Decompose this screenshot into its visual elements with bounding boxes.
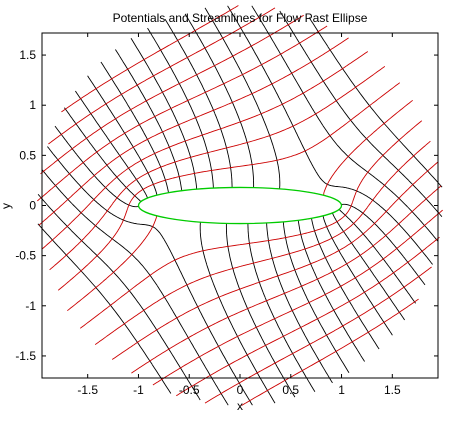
x-tick-label: 1.5 (384, 383, 401, 397)
potential-line (75, 90, 316, 392)
y-tick-label: -1.5 (15, 349, 36, 363)
potential-line (87, 75, 333, 384)
potential-line (227, 5, 433, 265)
x-tick-label: 1 (338, 383, 345, 397)
streamline (48, 7, 276, 145)
potential-line (41, 169, 229, 406)
y-tick-label: 1.5 (19, 48, 36, 62)
potential-line (37, 194, 201, 401)
streamline (61, 5, 239, 113)
potential-line (251, 5, 439, 242)
potential-line (147, 27, 393, 336)
potential-line (47, 146, 253, 406)
streamline (152, 209, 443, 386)
streamline (204, 266, 432, 404)
x-axis-label: x (237, 399, 243, 413)
potential-line (308, 17, 443, 188)
x-tick-label: -0.5 (179, 383, 200, 397)
streamline (40, 14, 304, 175)
streamline (57, 82, 401, 291)
potential-line (279, 10, 443, 217)
y-tick-label: -0.5 (15, 249, 36, 263)
potential-line (164, 19, 405, 321)
chart-title: Potentials and Streamlines for Flow Past… (113, 11, 368, 25)
x-tick-label: -1.5 (77, 383, 98, 397)
y-tick-label: 0 (29, 199, 36, 213)
contour-lines (37, 5, 443, 406)
streamline (49, 66, 386, 271)
streamline (37, 25, 328, 202)
x-axis-ticks: -1.5 -1 -0.5 0 0.5 1 1.5 (77, 33, 401, 397)
y-axis-label: y (0, 203, 13, 209)
streamline (241, 298, 419, 406)
y-tick-label: 1 (29, 98, 36, 112)
x-tick-label: -1 (133, 383, 144, 397)
potential-line (115, 49, 365, 362)
streamline (94, 140, 431, 345)
streamline (176, 236, 440, 397)
y-axis-ticks: -1.5 -1 -0.5 0 0.5 1 1.5 (15, 48, 438, 363)
potential-line (37, 223, 172, 394)
streamline (111, 161, 439, 360)
y-tick-label: 0.5 (19, 148, 36, 162)
streamline (38, 37, 349, 226)
streamline (131, 185, 442, 374)
streamline (41, 51, 369, 250)
ellipse-layer (137, 186, 343, 225)
streamline (79, 120, 423, 329)
potential-line (130, 37, 380, 350)
x-tick-label: 0 (237, 383, 244, 397)
y-tick-label: -1 (25, 299, 36, 313)
ellipse-body (137, 186, 343, 225)
potential-line (184, 13, 416, 304)
potential-line (100, 61, 350, 374)
x-tick-label: 0.5 (282, 383, 299, 397)
